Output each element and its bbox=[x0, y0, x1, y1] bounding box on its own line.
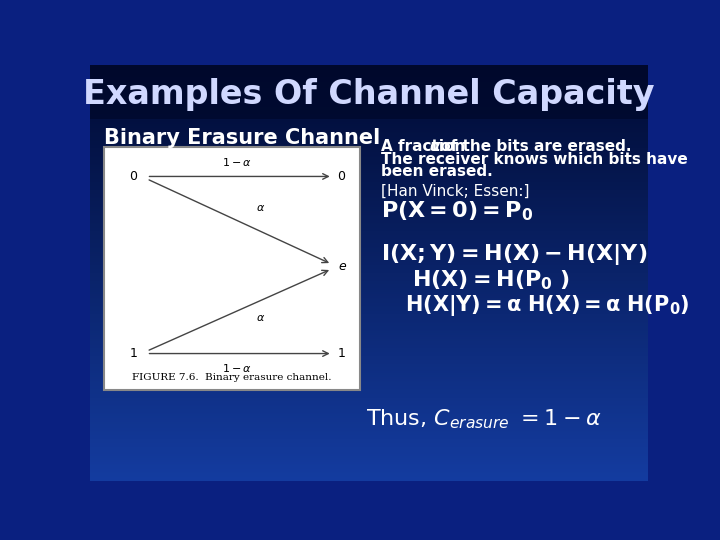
Text: of the bits are erased.: of the bits are erased. bbox=[435, 139, 631, 154]
Text: e: e bbox=[338, 260, 346, 273]
Text: $\alpha$: $\alpha$ bbox=[256, 204, 265, 213]
Text: 0: 0 bbox=[337, 170, 345, 183]
Bar bbox=[90, 65, 648, 119]
Text: FIGURE 7.6.  Binary erasure channel.: FIGURE 7.6. Binary erasure channel. bbox=[132, 373, 332, 382]
Text: been erased.: been erased. bbox=[382, 164, 493, 179]
Bar bbox=[104, 147, 360, 390]
Text: $\mathbf{P(X{=}0) = P_0}$: $\mathbf{P(X{=}0) = P_0}$ bbox=[382, 200, 534, 223]
Text: $\mathbf{I(X;Y) = H(X) - H(X|Y)}$: $\mathbf{I(X;Y) = H(X) - H(X|Y)}$ bbox=[382, 242, 648, 267]
Text: [Han Vinck; Essen:]: [Han Vinck; Essen:] bbox=[382, 184, 530, 199]
Text: A fraction: A fraction bbox=[382, 139, 471, 154]
Text: $1-\alpha$: $1-\alpha$ bbox=[222, 362, 252, 374]
Text: 1: 1 bbox=[337, 347, 345, 360]
Text: $\mathbf{H(X) = H(P_0\ )}$: $\mathbf{H(X) = H(P_0\ )}$ bbox=[413, 269, 570, 293]
Text: $\alpha$: $\alpha$ bbox=[256, 313, 265, 323]
Text: 0: 0 bbox=[130, 170, 138, 183]
Text: The receiver knows which bits have: The receiver knows which bits have bbox=[382, 152, 688, 167]
Text: Thus, $C_{erasure}\ = 1 - \alpha$: Thus, $C_{erasure}\ = 1 - \alpha$ bbox=[366, 407, 601, 431]
Text: Binary Erasure Channel: Binary Erasure Channel bbox=[104, 128, 380, 148]
Text: Examples Of Channel Capacity: Examples Of Channel Capacity bbox=[84, 78, 654, 111]
Text: $1-\alpha$: $1-\alpha$ bbox=[222, 156, 252, 168]
Text: α: α bbox=[429, 139, 440, 154]
Text: $\mathbf{H(X|Y) = \alpha\ H(X) = \alpha\ H(P_0)}$: $\mathbf{H(X|Y) = \alpha\ H(X) = \alpha\… bbox=[405, 294, 689, 319]
Text: 1: 1 bbox=[130, 347, 138, 360]
